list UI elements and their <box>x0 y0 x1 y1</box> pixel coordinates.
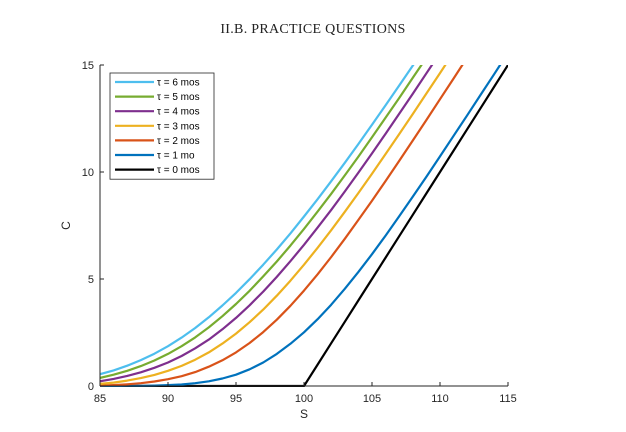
page-header: II.B. PRACTICE QUESTIONS <box>220 22 406 37</box>
y-tick-label: 5 <box>88 274 94 286</box>
x-axis-label: S <box>300 407 308 421</box>
x-tick-label: 85 <box>94 393 106 405</box>
x-tick-label: 110 <box>431 393 449 405</box>
y-tick-label: 10 <box>82 167 94 179</box>
series-line <box>100 65 447 385</box>
x-tick-label: 100 <box>295 393 313 405</box>
y-tick-label: 15 <box>82 60 94 72</box>
legend-label: τ = 5 mos <box>157 92 200 103</box>
y-axis-label: C <box>59 221 73 230</box>
legend-label: τ = 6 mos <box>157 78 200 89</box>
chart-legend: τ = 6 mos τ = 5 mos τ = 4 mos τ = 3 mos τ = … <box>109 72 215 180</box>
x-tick-label: 90 <box>162 393 174 405</box>
x-tick-label: 95 <box>230 393 242 405</box>
legend-label: τ = 1 mo <box>157 151 195 162</box>
series-line <box>100 65 434 383</box>
series-line <box>100 65 464 387</box>
legend-label: τ = 2 mos <box>157 136 200 147</box>
legend-label: τ = 4 mos <box>157 107 200 118</box>
legend-label: τ = 3 mos <box>157 121 200 132</box>
legend-label: τ = 0 mos <box>157 165 200 176</box>
y-tick-label: 0 <box>88 381 94 393</box>
series-line <box>100 65 423 379</box>
chart-curves <box>100 65 508 387</box>
x-tick-label: 105 <box>363 393 381 405</box>
x-tick-label: 115 <box>499 393 517 405</box>
chart-axes: 85 90 95 100 105 110 115 0 5 10 15 S C <box>59 60 517 421</box>
series-line <box>100 65 415 376</box>
